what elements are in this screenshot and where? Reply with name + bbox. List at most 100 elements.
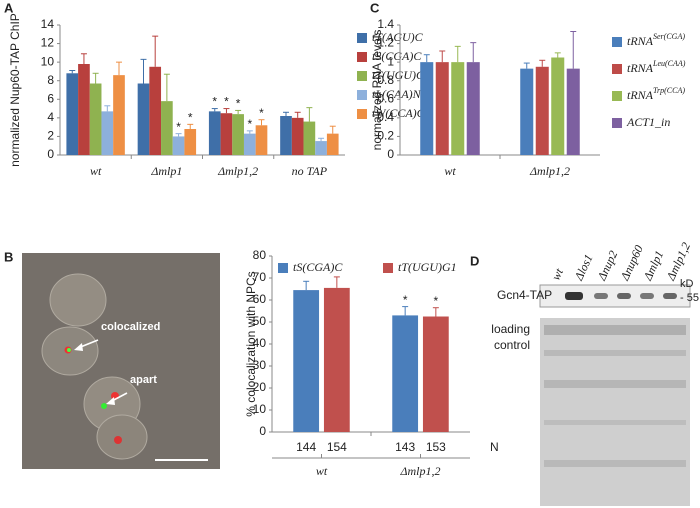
n-count: 154 xyxy=(327,440,347,454)
bar xyxy=(520,68,534,155)
error-bar xyxy=(539,59,546,67)
legend-swatch xyxy=(357,33,367,43)
error-bar xyxy=(152,35,159,67)
error-bar xyxy=(104,105,111,112)
significance-mark: * xyxy=(176,120,181,134)
bar xyxy=(78,64,90,155)
bar xyxy=(184,129,197,155)
y-tick-label: 1 xyxy=(387,54,394,68)
legend-name: tRNA xyxy=(627,34,654,48)
legend-swatch xyxy=(383,263,393,273)
bar xyxy=(435,62,449,156)
error-bar xyxy=(223,108,230,114)
error-bar xyxy=(235,109,242,115)
error-bar xyxy=(175,133,182,137)
y-tick-label: 14 xyxy=(41,17,55,31)
error-bar xyxy=(432,307,439,317)
bar xyxy=(535,66,549,155)
y-tick-label: 0.6 xyxy=(377,91,394,105)
legend-name: tRNA xyxy=(627,88,654,102)
loading-label: loading xyxy=(491,322,530,336)
y-tick-label: 2 xyxy=(47,129,54,143)
y-tick-label: 40 xyxy=(253,336,267,350)
n-count: 144 xyxy=(296,440,316,454)
bar xyxy=(208,111,221,155)
lane-label: Δmlp1 xyxy=(640,248,666,283)
bar xyxy=(466,62,480,156)
legend-label: tRNASer(CGA) xyxy=(627,32,685,48)
error-bar xyxy=(92,72,99,84)
panel-label: D xyxy=(470,253,479,268)
n-label: N xyxy=(490,440,499,454)
legend-label: tRNALeu(CAA) xyxy=(627,59,686,75)
legend-label: tL(CAA)N xyxy=(372,87,422,101)
legend-superscript: Ser(CGA) xyxy=(653,32,685,41)
legend-swatch xyxy=(278,263,288,273)
legend-label: tRNATrp(CCA) xyxy=(627,86,685,102)
y-tick-label: 0 xyxy=(47,147,54,161)
error-bar xyxy=(439,50,446,63)
legend-swatch xyxy=(612,64,622,74)
legend-label: tT(AGU)C xyxy=(372,30,424,44)
error-bar xyxy=(454,45,461,63)
legend-superscript: Leu(CAA) xyxy=(652,59,686,68)
panel-label: A xyxy=(4,0,14,15)
bar xyxy=(392,315,419,432)
y-tick-label: 50 xyxy=(253,314,267,328)
y-tick-label: 1.4 xyxy=(377,17,394,31)
error-bar xyxy=(294,111,301,118)
bar xyxy=(315,141,327,155)
error-bar xyxy=(423,54,430,63)
bar xyxy=(323,287,350,432)
bar xyxy=(101,111,114,155)
micrograph-label: colocalized xyxy=(101,321,160,333)
unit-label: kD xyxy=(680,278,694,290)
y-tick-label: 0.2 xyxy=(377,129,394,143)
error-bar xyxy=(246,130,253,134)
y-tick-label: 10 xyxy=(253,402,267,416)
y-tick-label: 0 xyxy=(259,424,266,438)
legend-swatch xyxy=(612,37,622,47)
y-tick-label: 4 xyxy=(47,110,54,124)
bar xyxy=(280,116,292,155)
x-tick-label: no TAP xyxy=(292,164,328,178)
error-bar xyxy=(333,276,340,288)
significance-mark: * xyxy=(434,294,439,308)
error-bar xyxy=(470,42,477,63)
loading-label: control xyxy=(494,338,530,352)
bar xyxy=(566,68,580,155)
x-tick-label: Δmlp1,2 xyxy=(529,164,570,178)
error-bar xyxy=(318,137,325,142)
bar xyxy=(232,114,244,155)
y-tick-label: 60 xyxy=(253,292,267,306)
significance-mark: * xyxy=(236,97,241,111)
error-bar xyxy=(523,62,530,69)
legend-swatch xyxy=(612,91,622,101)
significance-mark: * xyxy=(188,111,193,125)
significance-mark: * xyxy=(212,95,217,109)
x-tick-label: Δmlp1,2 xyxy=(217,164,258,178)
error-bar xyxy=(211,108,218,112)
bar xyxy=(303,121,316,155)
bar xyxy=(255,125,268,155)
error-bar xyxy=(402,306,409,316)
error-bar xyxy=(258,119,265,126)
significance-mark: * xyxy=(224,95,229,109)
bar xyxy=(291,117,304,155)
blot: Gcn4-TAP kD - 55 loading control xyxy=(491,278,699,506)
y-tick-label: 10 xyxy=(41,54,55,68)
marker-label: - 55 xyxy=(680,292,699,304)
x-tick-label: wt xyxy=(316,464,328,478)
band-label: Gcn4-TAP xyxy=(497,288,552,302)
error-bar xyxy=(163,73,170,102)
x-tick-label: Δmlp1,2 xyxy=(399,464,440,478)
lane-label: Δmlp1,2 xyxy=(663,240,693,283)
y-tick-label: 1.2 xyxy=(377,36,394,50)
legend-swatch xyxy=(357,52,367,62)
error-bar xyxy=(283,111,290,116)
panel-label: B xyxy=(4,249,13,264)
y-tick-label: 20 xyxy=(253,380,267,394)
y-axis-title: % colocalization with NPCs xyxy=(244,271,258,416)
bar xyxy=(220,113,233,155)
panel-label: C xyxy=(370,0,380,15)
